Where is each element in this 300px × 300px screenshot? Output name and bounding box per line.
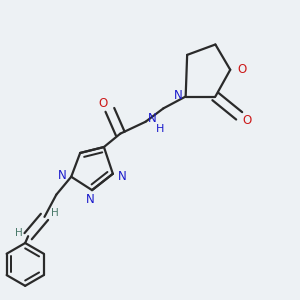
Text: H: H [156,124,165,134]
Text: O: O [237,63,246,76]
Text: N: N [148,112,157,125]
Text: N: N [117,170,126,183]
Text: N: N [174,88,183,101]
Text: O: O [99,98,108,110]
Text: O: O [242,114,251,127]
Text: N: N [58,169,67,182]
Text: H: H [15,228,22,238]
Text: N: N [86,193,95,206]
Text: H: H [51,208,59,218]
